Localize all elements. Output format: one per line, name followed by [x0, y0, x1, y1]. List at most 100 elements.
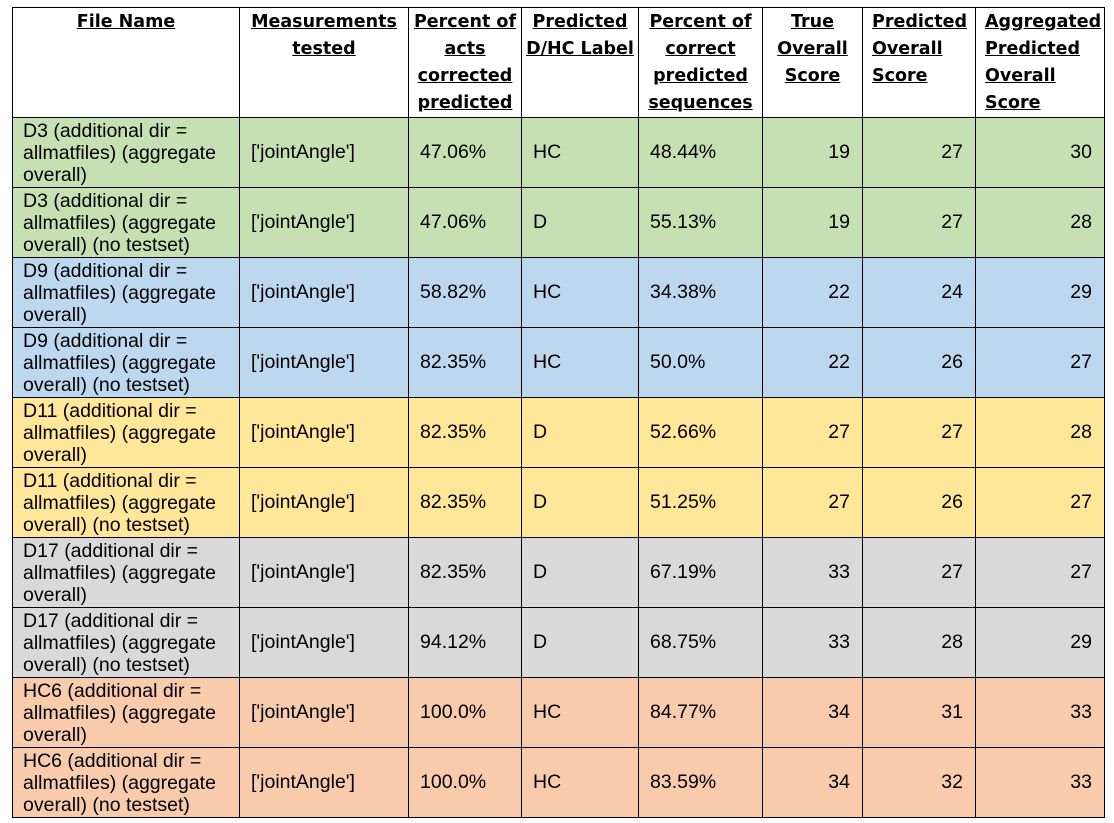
header-file-name: File Name — [12, 7, 240, 118]
header-aggregated-predicted-overall-score: Aggregated Predicted Overall Score — [975, 7, 1105, 118]
true-score-cell: 34 — [762, 677, 863, 748]
percent-acts-cell: 100.0% — [408, 747, 522, 818]
aggregated-score-cell: 28 — [975, 187, 1105, 258]
file-name-cell: HC6 (additional dir = allmatfiles) (aggr… — [12, 677, 240, 748]
file-name-cell: D3 (additional dir = allmatfiles) (aggre… — [12, 187, 240, 258]
aggregated-score-cell: 33 — [975, 747, 1105, 818]
label-cell: HC — [521, 677, 639, 748]
table-row: D11 (additional dir = allmatfiles) (aggr… — [12, 467, 1105, 538]
measurements-cell: ['jointAngle'] — [239, 607, 409, 678]
aggregated-score-cell: 29 — [975, 607, 1105, 678]
percent-acts-cell: 82.35% — [408, 467, 522, 538]
table-row: D9 (additional dir = allmatfiles) (aggre… — [12, 327, 1105, 398]
label-cell: D — [521, 607, 639, 678]
header-percent-acts-predicted: Percent of acts corrected predicted — [408, 7, 522, 118]
percent-sequences-cell: 55.13% — [638, 187, 763, 258]
percent-acts-cell: 94.12% — [408, 607, 522, 678]
percent-sequences-cell: 67.19% — [638, 537, 763, 608]
header-true-overall-score: True Overall Score — [762, 7, 863, 118]
file-name-cell: D17 (additional dir = allmatfiles) (aggr… — [12, 537, 240, 608]
aggregated-score-cell: 33 — [975, 677, 1105, 748]
predicted-score-cell: 27 — [862, 537, 976, 608]
predicted-score-cell: 27 — [862, 187, 976, 258]
file-name-cell: D11 (additional dir = allmatfiles) (aggr… — [12, 467, 240, 538]
aggregated-score-cell: 27 — [975, 467, 1105, 538]
predicted-score-cell: 32 — [862, 747, 976, 818]
percent-sequences-cell: 68.75% — [638, 607, 763, 678]
label-cell: HC — [521, 257, 639, 328]
predicted-score-cell: 26 — [862, 327, 976, 398]
aggregated-score-cell: 29 — [975, 257, 1105, 328]
aggregated-score-cell: 30 — [975, 117, 1105, 188]
table-row: D17 (additional dir = allmatfiles) (aggr… — [12, 537, 1105, 608]
percent-acts-cell: 100.0% — [408, 677, 522, 748]
percent-sequences-cell: 84.77% — [638, 677, 763, 748]
measurements-cell: ['jointAngle'] — [239, 397, 409, 468]
table-row: HC6 (additional dir = allmatfiles) (aggr… — [12, 747, 1105, 818]
percent-sequences-cell: 52.66% — [638, 397, 763, 468]
percent-sequences-cell: 51.25% — [638, 467, 763, 538]
table-row: D9 (additional dir = allmatfiles) (aggre… — [12, 257, 1105, 328]
file-name-cell: D9 (additional dir = allmatfiles) (aggre… — [12, 257, 240, 328]
file-name-cell: D3 (additional dir = allmatfiles) (aggre… — [12, 117, 240, 188]
header-measurements-tested: Measurements tested — [239, 7, 409, 118]
true-score-cell: 19 — [762, 117, 863, 188]
true-score-cell: 27 — [762, 397, 863, 468]
file-name-cell: D9 (additional dir = allmatfiles) (aggre… — [12, 327, 240, 398]
label-cell: D — [521, 397, 639, 468]
table-row: HC6 (additional dir = allmatfiles) (aggr… — [12, 677, 1105, 748]
percent-acts-cell: 82.35% — [408, 327, 522, 398]
label-cell: HC — [521, 747, 639, 818]
label-cell: D — [521, 187, 639, 258]
table-row: D11 (additional dir = allmatfiles) (aggr… — [12, 397, 1105, 468]
measurements-cell: ['jointAngle'] — [239, 257, 409, 328]
measurements-cell: ['jointAngle'] — [239, 677, 409, 748]
measurements-cell: ['jointAngle'] — [239, 117, 409, 188]
header-percent-sequences: Percent of correct predicted sequences — [638, 7, 763, 118]
percent-acts-cell: 47.06% — [408, 117, 522, 188]
header-predicted-overall-score: Predicted Overall Score — [862, 7, 976, 118]
measurements-cell: ['jointAngle'] — [239, 187, 409, 258]
percent-sequences-cell: 34.38% — [638, 257, 763, 328]
predicted-score-cell: 27 — [862, 117, 976, 188]
true-score-cell: 22 — [762, 257, 863, 328]
table-row: D17 (additional dir = allmatfiles) (aggr… — [12, 607, 1105, 678]
percent-acts-cell: 58.82% — [408, 257, 522, 328]
true-score-cell: 33 — [762, 607, 863, 678]
label-cell: HC — [521, 327, 639, 398]
results-table: File Name Measurements tested Percent of… — [12, 7, 1105, 818]
percent-acts-cell: 82.35% — [408, 397, 522, 468]
aggregated-score-cell: 28 — [975, 397, 1105, 468]
measurements-cell: ['jointAngle'] — [239, 747, 409, 818]
true-score-cell: 34 — [762, 747, 863, 818]
file-name-cell: D11 (additional dir = allmatfiles) (aggr… — [12, 397, 240, 468]
true-score-cell: 19 — [762, 187, 863, 258]
predicted-score-cell: 24 — [862, 257, 976, 328]
predicted-score-cell: 31 — [862, 677, 976, 748]
predicted-score-cell: 26 — [862, 467, 976, 538]
measurements-cell: ['jointAngle'] — [239, 327, 409, 398]
aggregated-score-cell: 27 — [975, 327, 1105, 398]
predicted-score-cell: 28 — [862, 607, 976, 678]
percent-sequences-cell: 48.44% — [638, 117, 763, 188]
table-row: D3 (additional dir = allmatfiles) (aggre… — [12, 187, 1105, 258]
measurements-cell: ['jointAngle'] — [239, 467, 409, 538]
percent-sequences-cell: 50.0% — [638, 327, 763, 398]
file-name-cell: D17 (additional dir = allmatfiles) (aggr… — [12, 607, 240, 678]
label-cell: HC — [521, 117, 639, 188]
true-score-cell: 27 — [762, 467, 863, 538]
table-row: D3 (additional dir = allmatfiles) (aggre… — [12, 117, 1105, 188]
label-cell: D — [521, 537, 639, 608]
percent-acts-cell: 82.35% — [408, 537, 522, 608]
measurements-cell: ['jointAngle'] — [239, 537, 409, 608]
true-score-cell: 22 — [762, 327, 863, 398]
label-cell: D — [521, 467, 639, 538]
aggregated-score-cell: 27 — [975, 537, 1105, 608]
percent-acts-cell: 47.06% — [408, 187, 522, 258]
true-score-cell: 33 — [762, 537, 863, 608]
header-predicted-label: Predicted D/HC Label — [521, 7, 639, 118]
header-row: File Name Measurements tested Percent of… — [12, 7, 1105, 118]
percent-sequences-cell: 83.59% — [638, 747, 763, 818]
predicted-score-cell: 27 — [862, 397, 976, 468]
file-name-cell: HC6 (additional dir = allmatfiles) (aggr… — [12, 747, 240, 818]
